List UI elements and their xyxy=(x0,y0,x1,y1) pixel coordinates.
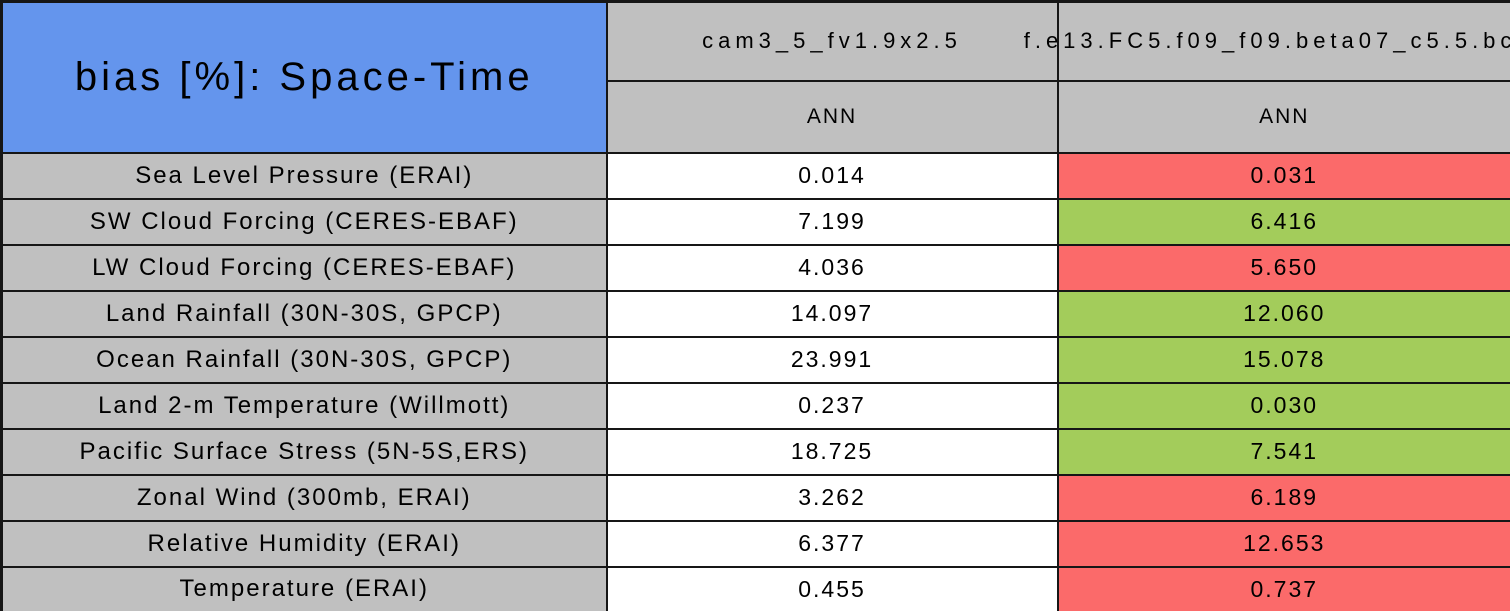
model1-value: 6.377 xyxy=(605,519,1059,568)
metric-label: Pacific Surface Stress (5N-5S,ERS) xyxy=(0,427,608,476)
table-row: Relative Humidity (ERAI) 6.377 12.653 xyxy=(0,519,1510,568)
table-row: LW Cloud Forcing (CERES-EBAF) 4.036 5.65… xyxy=(0,243,1510,292)
metric-label: Land Rainfall (30N-30S, GPCP) xyxy=(0,289,608,338)
model1-value: 18.725 xyxy=(605,427,1059,476)
model2-value: 6.416 xyxy=(1056,197,1510,246)
model2-value: 0.737 xyxy=(1056,565,1510,611)
metric-label: Temperature (ERAI) xyxy=(0,565,608,611)
model1-season-cell: ANN xyxy=(605,79,1059,154)
metric-label: Zonal Wind (300mb, ERAI) xyxy=(0,473,608,522)
table-row: Pacific Surface Stress (5N-5S,ERS) 18.72… xyxy=(0,427,1510,476)
metric-label: Ocean Rainfall (30N-30S, GPCP) xyxy=(0,335,608,384)
model1-value: 23.991 xyxy=(605,335,1059,384)
model2-value: 15.078 xyxy=(1056,335,1510,384)
metric-label: LW Cloud Forcing (CERES-EBAF) xyxy=(0,243,608,292)
model2-value: 5.650 xyxy=(1056,243,1510,292)
model1-value: 4.036 xyxy=(605,243,1059,292)
model2-header-cell: f.e13.FC5.f09_f09.beta07_c5.5.bc.0 xyxy=(1024,0,1510,82)
model1-value: 14.097 xyxy=(605,289,1059,338)
model1-value: 0.014 xyxy=(605,151,1059,200)
model1-value: 0.237 xyxy=(605,381,1059,430)
table-row: SW Cloud Forcing (CERES-EBAF) 7.199 6.41… xyxy=(0,197,1510,246)
table-title: bias [%]: Space-Time xyxy=(0,0,608,154)
header-row-models: bias [%]: Space-Time cam3_5_fv1.9x2.5 f.… xyxy=(0,0,1510,154)
model2-value: 7.541 xyxy=(1056,427,1510,476)
metric-label: Land 2-m Temperature (Willmott) xyxy=(0,381,608,430)
model2-value: 12.653 xyxy=(1056,519,1510,568)
metric-label: SW Cloud Forcing (CERES-EBAF) xyxy=(0,197,608,246)
table-row: Sea Level Pressure (ERAI) 0.014 0.031 xyxy=(0,151,1510,200)
header-row-seasons: ANN ANN xyxy=(2,79,1510,154)
model2-name: f.e13.FC5.f09_f09.beta07_c5.5.bc.0 xyxy=(1023,28,1510,54)
model2-value: 0.030 xyxy=(1056,381,1510,430)
model2-value: 12.060 xyxy=(1056,289,1510,338)
table-row: Land 2-m Temperature (Willmott) 0.237 0.… xyxy=(0,381,1510,430)
model2-season-cell: ANN xyxy=(1056,79,1510,154)
model1-header-cell: cam3_5_fv1.9x2.5 xyxy=(605,0,1059,82)
table-row: Land Rainfall (30N-30S, GPCP) 14.097 12.… xyxy=(0,289,1510,338)
model2-value: 0.031 xyxy=(1056,151,1510,200)
metric-label: Relative Humidity (ERAI) xyxy=(0,519,608,568)
model1-value: 0.455 xyxy=(605,565,1059,611)
model1-value: 3.262 xyxy=(605,473,1059,522)
model1-value: 7.199 xyxy=(605,197,1059,246)
model1-name: cam3_5_fv1.9x2.5 xyxy=(702,28,962,54)
model2-value: 6.189 xyxy=(1056,473,1510,522)
table-row: Zonal Wind (300mb, ERAI) 3.262 6.189 xyxy=(0,473,1510,522)
table-row: Ocean Rainfall (30N-30S, GPCP) 23.991 15… xyxy=(0,335,1510,384)
table-row: Temperature (ERAI) 0.455 0.737 xyxy=(0,565,1510,611)
metric-label: Sea Level Pressure (ERAI) xyxy=(0,151,608,200)
